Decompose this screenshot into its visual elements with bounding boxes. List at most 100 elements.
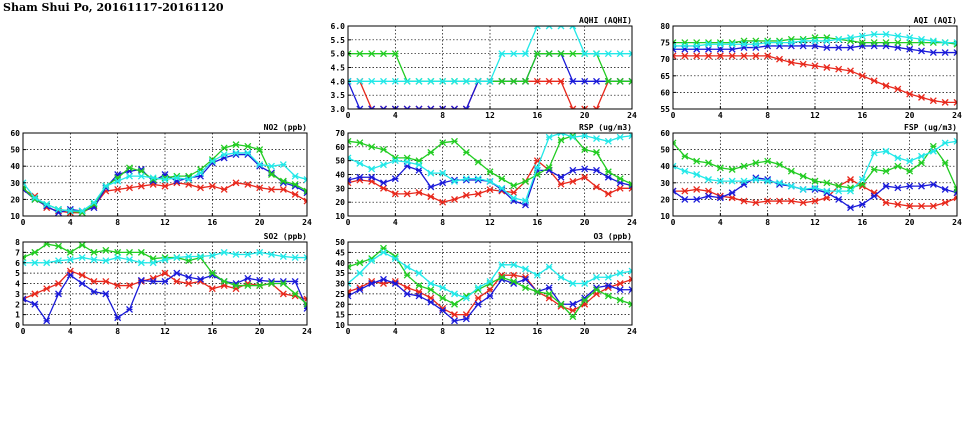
data-point-cyan [427,169,435,177]
data-point-blue [114,314,122,322]
x-tick-label: 8 [115,218,120,227]
data-point-red [941,199,949,207]
data-point-green [811,177,819,185]
data-point-blue [90,288,98,296]
data-point-cyan [918,152,925,160]
data-point-blue [906,182,914,190]
data-point-cyan [870,149,878,157]
data-point-red [232,285,240,293]
data-point-cyan [823,37,831,45]
y-tick-label: 40 [335,171,345,180]
data-point-cyan [835,35,843,43]
data-point-cyan [705,176,712,183]
data-point-red [303,295,307,303]
data-point-green [368,143,376,151]
data-point-blue [847,204,854,212]
data-point-red [279,290,287,298]
data-point-blue [348,176,352,184]
x-tick-label: 4 [68,218,73,227]
x-tick-label: 0 [671,111,676,120]
data-point-red [799,60,807,68]
data-point-cyan [78,254,86,262]
data-point-cyan [208,157,216,165]
x-tick-label: 24 [627,111,637,120]
data-point-cyan [486,277,494,285]
data-point-blue [43,317,51,325]
data-point-red [545,77,553,85]
data-point-blue [616,286,624,294]
y-tick-label: 30 [660,179,670,188]
data-point-green [427,286,435,294]
data-point-blue [161,277,169,285]
data-point-red [941,98,949,106]
data-point-blue [55,290,62,298]
data-point-red [776,197,783,205]
data-point-cyan [55,257,62,265]
y-tick-label: 20 [660,195,670,204]
data-point-green [870,166,878,173]
y-tick-label: 3.0 [331,105,346,114]
data-point-blue [427,298,435,306]
data-point-red [102,277,110,285]
data-point-cyan [391,157,399,165]
data-point-blue [356,105,364,109]
data-point-green [894,162,902,170]
data-point-blue [439,105,447,109]
data-point-red [126,184,133,192]
data-point-red [474,294,482,302]
y-tick-label: 40 [335,259,345,268]
data-point-blue [835,195,843,203]
data-point-red [835,65,843,73]
data-point-green [356,259,364,267]
x-tick-label: 4 [68,327,73,336]
x-tick-label: 4 [393,111,398,120]
data-point-red [451,195,458,203]
data-point-cyan [126,256,133,264]
data-point-blue [728,45,736,53]
data-point-blue [356,173,364,181]
data-point-blue [427,183,435,191]
data-point-cyan [918,35,925,43]
data-point-cyan [533,271,541,279]
data-point-blue [870,192,878,200]
data-point-blue [380,179,387,187]
data-point-cyan [604,273,612,281]
x-tick-label: 24 [952,111,962,120]
data-point-green [616,296,624,304]
data-point-cyan [232,149,240,157]
data-point-green [752,159,760,167]
data-point-cyan [929,37,937,45]
data-point-red [256,184,264,192]
x-tick-label: 0 [671,218,676,227]
data-point-red [510,271,518,279]
y-tick-label: 3 [15,290,20,299]
data-point-cyan [835,187,843,195]
data-point-red [533,77,541,85]
x-tick-label: 16 [208,327,218,336]
data-point-cyan [439,169,447,177]
data-point-blue [593,166,600,174]
data-point-red [764,197,772,205]
chart-title: O3 (ppb) [593,232,632,241]
data-point-blue [149,277,157,285]
data-point-cyan [498,184,506,192]
data-point-blue [941,49,949,57]
data-point-blue [799,42,807,50]
data-point-blue [451,317,458,325]
chart-aqi: 0 4 8 12 16 20 24 55 60 65 70 75 80 AQI (AQI) [660,16,962,120]
data-point-green [673,139,677,147]
data-point-green [137,248,145,256]
x-tick-label: 8 [440,218,445,227]
data-point-green [232,282,240,290]
data-point-red [752,52,760,60]
data-point-red [232,179,240,187]
data-point-blue [673,187,677,195]
data-point-green [197,254,204,262]
x-tick-label: 16 [533,218,543,227]
data-point-cyan [870,30,878,38]
data-point-red [847,176,854,183]
data-point-cyan [244,149,252,157]
data-point-cyan [149,259,157,267]
chart-title: FSP (ug/m3) [904,123,957,132]
